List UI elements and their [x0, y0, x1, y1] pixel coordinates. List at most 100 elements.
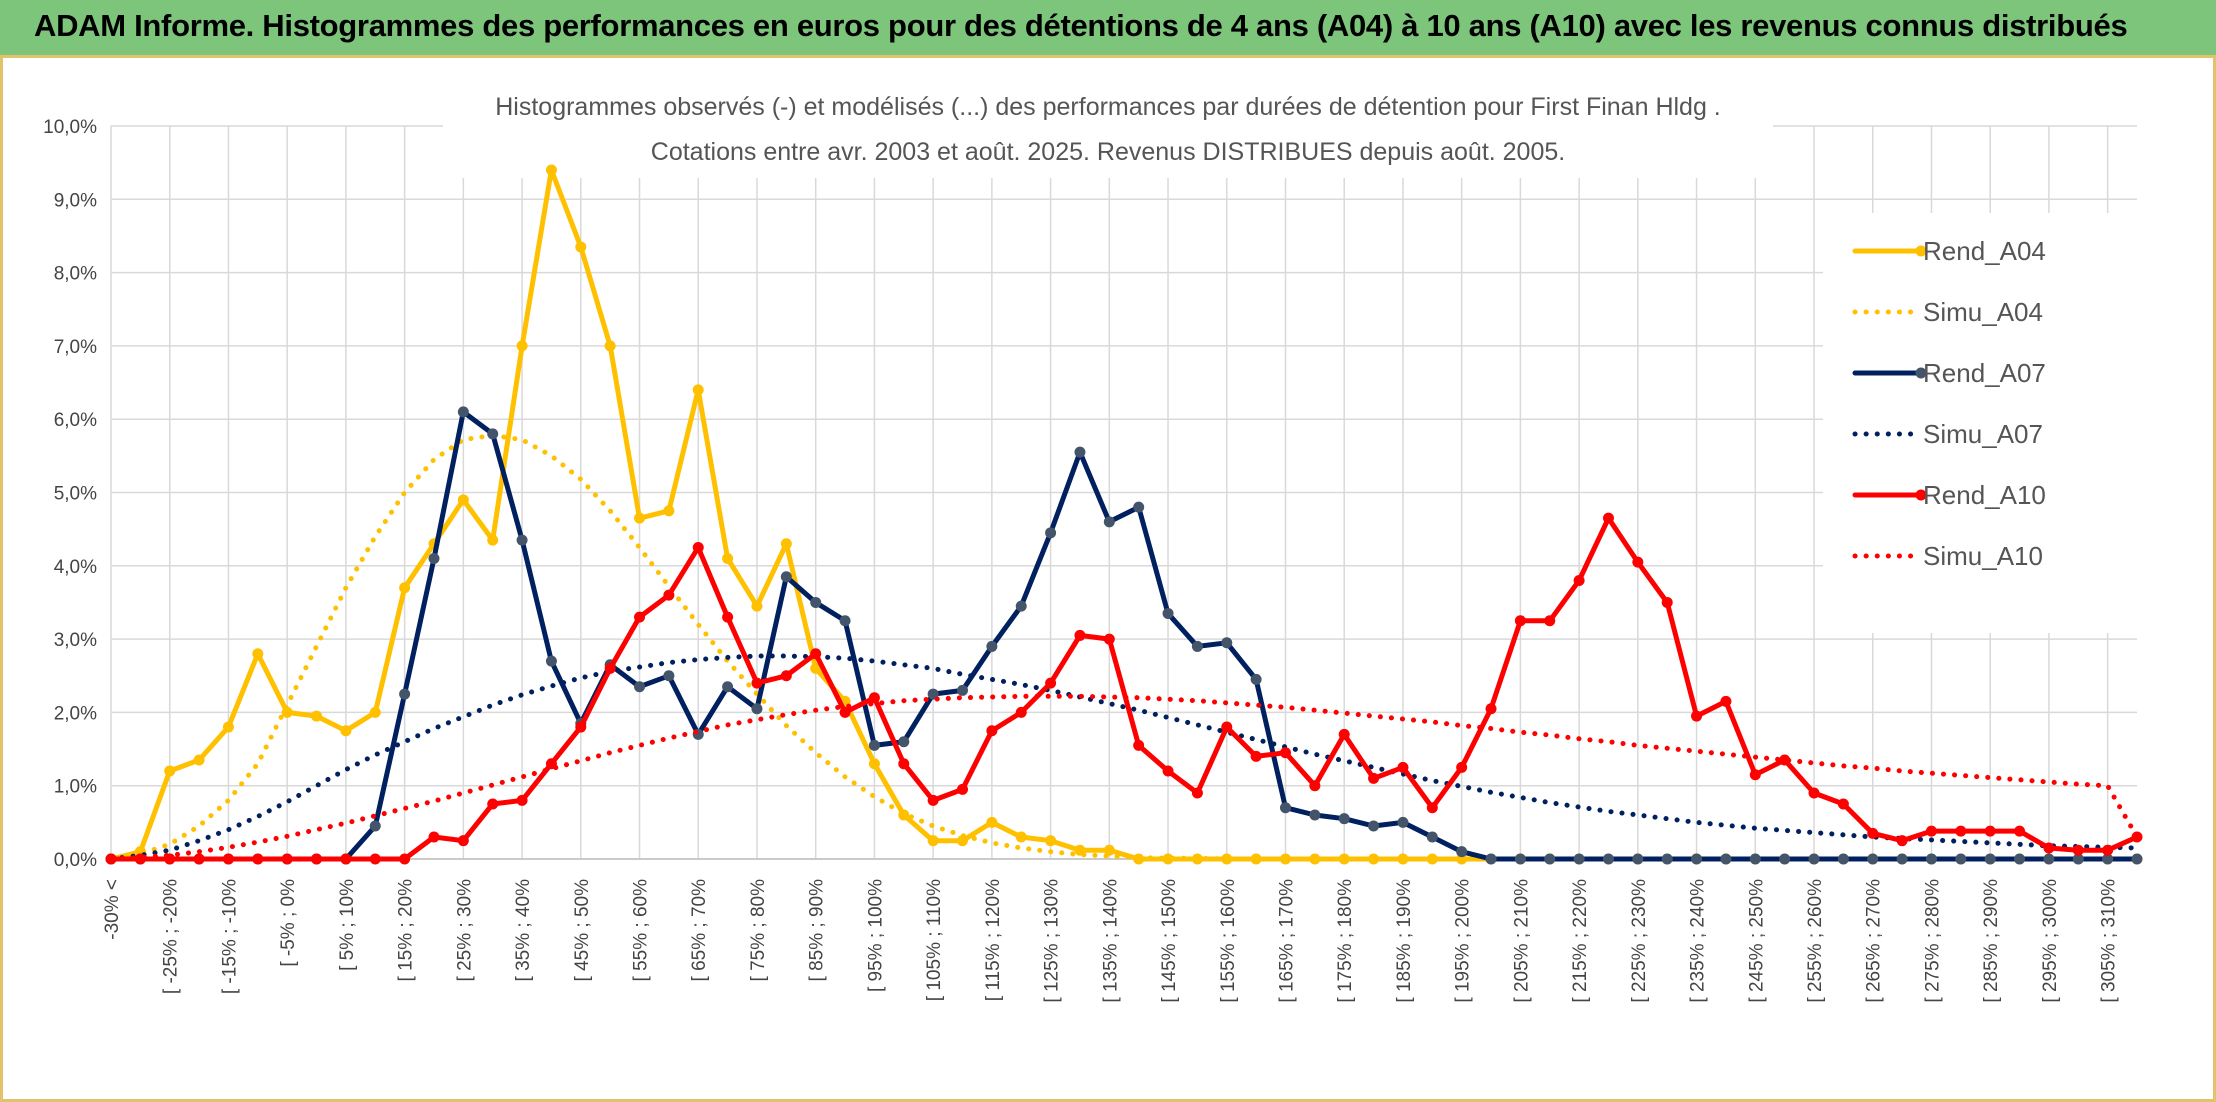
- chart-title-line1: Histogrammes observés (-) et modélisés (…: [495, 93, 1721, 121]
- x-tick-label: [ 155% ; 160%: [1218, 879, 1239, 1003]
- data-point-rend-a07: [1691, 853, 1703, 865]
- data-point-rend-a10: [1749, 769, 1761, 781]
- data-point-rend-a04: [1250, 853, 1262, 865]
- x-tick-label: [ 135% ; 140%: [1100, 879, 1121, 1003]
- data-point-rend-a04: [868, 758, 880, 770]
- data-point-rend-a10: [1514, 615, 1526, 627]
- data-point-rend-a10: [1779, 754, 1791, 766]
- data-point-rend-a10: [751, 677, 763, 689]
- legend-label: Rend_A07: [1923, 358, 2046, 388]
- x-tick-label: [ 285% ; 290%: [1981, 879, 2002, 1003]
- data-point-rend-a07: [1867, 853, 1879, 865]
- data-point-rend-a07: [1133, 501, 1145, 513]
- x-tick-label: [ -25% ; -20%: [161, 879, 182, 994]
- data-point-rend-a07: [1984, 853, 1996, 865]
- x-tick-label: [ 165% ; 170%: [1276, 879, 1297, 1003]
- data-point-rend-a10: [428, 831, 440, 843]
- data-point-rend-a07: [487, 428, 499, 440]
- legend-label: Simu_A10: [1923, 541, 2043, 571]
- data-point-rend-a10: [193, 853, 205, 865]
- x-tick-label: [ 265% ; 270%: [1864, 879, 1885, 1003]
- data-point-rend-a10: [634, 611, 646, 623]
- data-point-rend-a07: [2131, 853, 2143, 865]
- legend-marker: [1915, 489, 1927, 501]
- data-point-rend-a10: [2014, 825, 2026, 837]
- data-point-rend-a07: [1749, 853, 1761, 865]
- data-point-rend-a07: [1397, 816, 1409, 828]
- data-point-rend-a07: [1955, 853, 1967, 865]
- data-point-rend-a07: [2072, 853, 2084, 865]
- data-point-rend-a07: [1602, 853, 1614, 865]
- legend-marker: [1915, 245, 1927, 257]
- data-point-rend-a04: [1162, 853, 1174, 865]
- y-tick-label: 5,0%: [54, 484, 97, 505]
- data-point-rend-a10: [1661, 596, 1673, 608]
- data-point-rend-a07: [1426, 831, 1438, 843]
- data-point-rend-a04: [399, 582, 411, 594]
- data-point-rend-a04: [957, 835, 969, 847]
- report-banner: ADAM Informe. Histogrammes des performan…: [0, 0, 2216, 58]
- data-point-rend-a10: [1837, 798, 1849, 810]
- chart-frame: Histogrammes observés (-) et modélisés (…: [0, 58, 2216, 1102]
- data-point-rend-a07: [1573, 853, 1585, 865]
- y-tick-label: 0,0%: [54, 850, 97, 871]
- data-point-rend-a07: [1514, 853, 1526, 865]
- data-point-rend-a07: [722, 681, 734, 693]
- series-line-simu-a07: [108, 653, 2140, 862]
- data-point-rend-a04: [1015, 831, 1027, 843]
- data-point-rend-a04: [340, 725, 352, 737]
- data-point-rend-a07: [1368, 820, 1380, 832]
- data-point-rend-a04: [927, 835, 939, 847]
- x-tick-label: [ 65% ; 70%: [689, 879, 710, 982]
- data-point-rend-a07: [839, 615, 851, 627]
- data-point-rend-a04: [575, 241, 587, 253]
- data-point-rend-a10: [1485, 703, 1497, 715]
- data-point-rend-a07: [1808, 853, 1820, 865]
- data-point-rend-a04: [487, 534, 499, 546]
- data-point-rend-a04: [810, 662, 822, 674]
- data-point-rend-a10: [399, 853, 411, 865]
- data-point-rend-a07: [1338, 813, 1350, 825]
- data-point-rend-a07: [1837, 853, 1849, 865]
- y-tick-label: 6,0%: [54, 410, 97, 431]
- data-point-rend-a04: [164, 765, 176, 777]
- data-point-rend-a04: [751, 600, 763, 612]
- data-point-rend-a10: [2072, 844, 2084, 856]
- data-point-rend-a07: [1720, 853, 1732, 865]
- data-point-rend-a04: [222, 721, 234, 733]
- data-point-rend-a10: [1074, 629, 1086, 641]
- data-point-rend-a07: [751, 703, 763, 715]
- data-point-rend-a07: [1309, 809, 1321, 821]
- legend-label: Simu_A07: [1923, 419, 2043, 449]
- data-point-rend-a10: [369, 853, 381, 865]
- data-point-rend-a10: [1426, 802, 1438, 814]
- data-point-rend-a10: [1456, 761, 1468, 773]
- data-point-rend-a10: [1602, 512, 1614, 524]
- x-tick-label: [ 115% ; 120%: [983, 879, 1004, 1001]
- data-point-rend-a07: [1279, 802, 1291, 814]
- x-tick-label: [ 145% ; 150%: [1159, 879, 1180, 1003]
- y-tick-label: 9,0%: [54, 190, 97, 211]
- data-point-rend-a10: [1984, 825, 1996, 837]
- data-point-rend-a10: [722, 611, 734, 623]
- data-point-rend-a10: [1955, 825, 1967, 837]
- series-line-rend-a10: [108, 515, 2140, 862]
- legend: Rend_A04 Simu_A04 Rend_A07 Simu_A07 Rend_A10…: [1823, 213, 2143, 633]
- axis-layer: 0,0% 1,0% 2,0% 3,0% 4,0% 5,0% 6,0% 7,0% 8,0% 9,0%…: [43, 117, 2137, 1003]
- data-point-rend-a10: [1368, 772, 1380, 784]
- data-point-rend-a04: [252, 648, 264, 660]
- x-tick-label: [ 85% ; 90%: [807, 879, 828, 982]
- data-point-rend-a10: [927, 794, 939, 806]
- y-tick-label: 1,0%: [54, 777, 97, 798]
- chart-title: Histogrammes observés (-) et modélisés (…: [443, 60, 1773, 178]
- x-tick-label: [ 215% ; 220%: [1570, 879, 1591, 1003]
- data-point-rend-a04: [663, 505, 675, 517]
- legend-label: Rend_A04: [1923, 236, 2046, 266]
- data-point-rend-a07: [1103, 516, 1115, 528]
- data-point-rend-a04: [722, 552, 734, 564]
- data-point-rend-a10: [1808, 787, 1820, 799]
- data-point-rend-a10: [516, 794, 528, 806]
- data-point-rend-a10: [1632, 556, 1644, 568]
- data-point-rend-a10: [1925, 825, 1937, 837]
- x-tick-label: [ 305% ; 310%: [2099, 879, 2120, 1003]
